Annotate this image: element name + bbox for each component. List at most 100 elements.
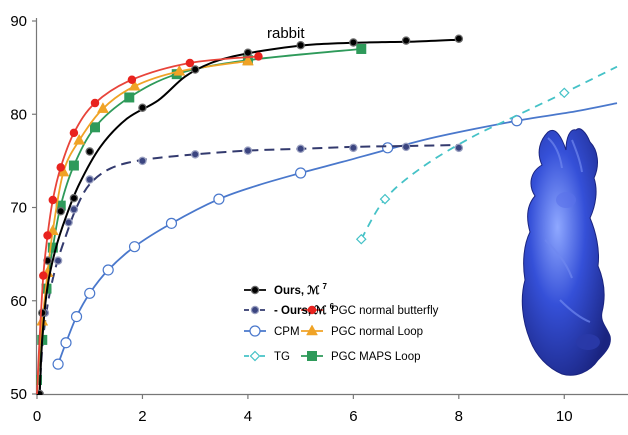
x-tick-label: 8 — [455, 408, 463, 425]
data-point — [38, 308, 47, 318]
x-tick-label: 4 — [244, 408, 252, 425]
series-line — [38, 38, 459, 395]
y-tick-label: 90 — [10, 13, 27, 30]
data-point — [401, 142, 411, 152]
series-3 — [355, 65, 618, 245]
data-point — [128, 241, 141, 253]
data-point — [39, 271, 48, 280]
legend-label-text: TG — [274, 351, 290, 363]
y-tick-label: 80 — [10, 106, 27, 123]
data-point — [558, 87, 570, 99]
data-point — [56, 206, 65, 216]
data-point — [241, 54, 254, 66]
data-point — [69, 205, 79, 214]
data-point — [85, 175, 94, 184]
data-point — [90, 98, 100, 108]
x-tick-label: 2 — [138, 408, 146, 425]
rabbit-annotation: rabbit — [267, 25, 305, 42]
legend-label-text: CPM — [274, 326, 300, 338]
data-point — [85, 147, 94, 156]
data-point — [96, 102, 109, 113]
data-point — [296, 144, 305, 154]
data-point — [349, 143, 358, 153]
data-point — [69, 128, 79, 138]
data-point — [127, 75, 137, 84]
legend-entry: PGC normal butterfly — [301, 305, 439, 317]
data-point — [173, 64, 186, 76]
data-point — [56, 163, 65, 172]
legend-label-text: PGC normal butterfly — [331, 305, 439, 317]
data-point — [52, 358, 64, 370]
data-point — [243, 146, 253, 155]
legend-swatch-marker — [249, 350, 261, 362]
data-point — [48, 195, 58, 205]
legend-swatch-marker — [307, 305, 317, 315]
data-point — [190, 65, 200, 74]
legend-label-superscript: 6 — [330, 302, 335, 311]
legend-label-text: PGC MAPS Loop — [331, 351, 420, 363]
y-tick-label: 60 — [10, 293, 27, 310]
series-0 — [36, 34, 464, 395]
data-point — [165, 217, 178, 229]
series-line — [38, 144, 459, 395]
data-point — [124, 92, 135, 103]
legend-label: TG — [274, 351, 290, 363]
data-point — [43, 231, 52, 240]
data-point — [53, 256, 63, 265]
legend-label-text: Ours, ℳ — [274, 284, 320, 297]
data-point — [185, 58, 195, 68]
data-point — [73, 133, 86, 145]
legend-swatch-marker — [249, 325, 261, 337]
legend-label-text: - Ours, ℳ — [274, 304, 327, 317]
data-point — [356, 43, 367, 54]
series-4 — [36, 52, 263, 395]
data-point — [296, 40, 305, 50]
legend-swatch-marker — [250, 305, 260, 315]
legend-swatch-marker — [250, 285, 260, 295]
data-point — [254, 52, 263, 61]
data-point — [138, 156, 147, 166]
legend-swatch-marker — [306, 324, 318, 336]
data-point — [190, 150, 200, 159]
legend-label: PGC normal butterfly — [331, 305, 439, 317]
data-point — [295, 167, 307, 179]
x-tick-label: 10 — [556, 408, 573, 425]
data-point — [454, 34, 464, 43]
data-point — [47, 242, 58, 253]
data-point — [69, 193, 79, 203]
data-point — [243, 48, 253, 57]
series-2 — [52, 102, 618, 370]
legend-label: PGC normal Loop — [331, 326, 423, 338]
legend-label-superscript: 7 — [323, 282, 328, 291]
axes: 50 60 70 80 90 0 2 4 6 8 10 — [10, 13, 628, 425]
legend-entry: PGC normal Loop — [301, 324, 423, 338]
data-point — [379, 193, 391, 205]
tick-layer: 50 60 70 80 90 0 2 4 6 8 10 — [10, 13, 572, 425]
legend-entry: CPM — [244, 325, 300, 338]
data-point — [401, 36, 411, 45]
legend-entry: PGC MAPS Loop — [301, 351, 420, 363]
data-point — [382, 142, 394, 154]
y-tick-label: 50 — [10, 386, 27, 403]
y-tick-label: 70 — [10, 200, 27, 217]
data-point — [64, 218, 73, 227]
data-point — [102, 264, 114, 276]
data-point — [349, 38, 358, 47]
data-point — [355, 233, 367, 245]
data-point — [90, 122, 100, 133]
data-point — [68, 160, 79, 171]
rabbit-model-image — [521, 128, 611, 376]
data-point — [36, 314, 49, 326]
series-layer — [36, 34, 618, 395]
legend-label-text: PGC normal Loop — [331, 326, 423, 338]
legend-swatch-marker — [307, 351, 317, 361]
data-point — [60, 337, 72, 349]
data-point — [138, 103, 147, 112]
